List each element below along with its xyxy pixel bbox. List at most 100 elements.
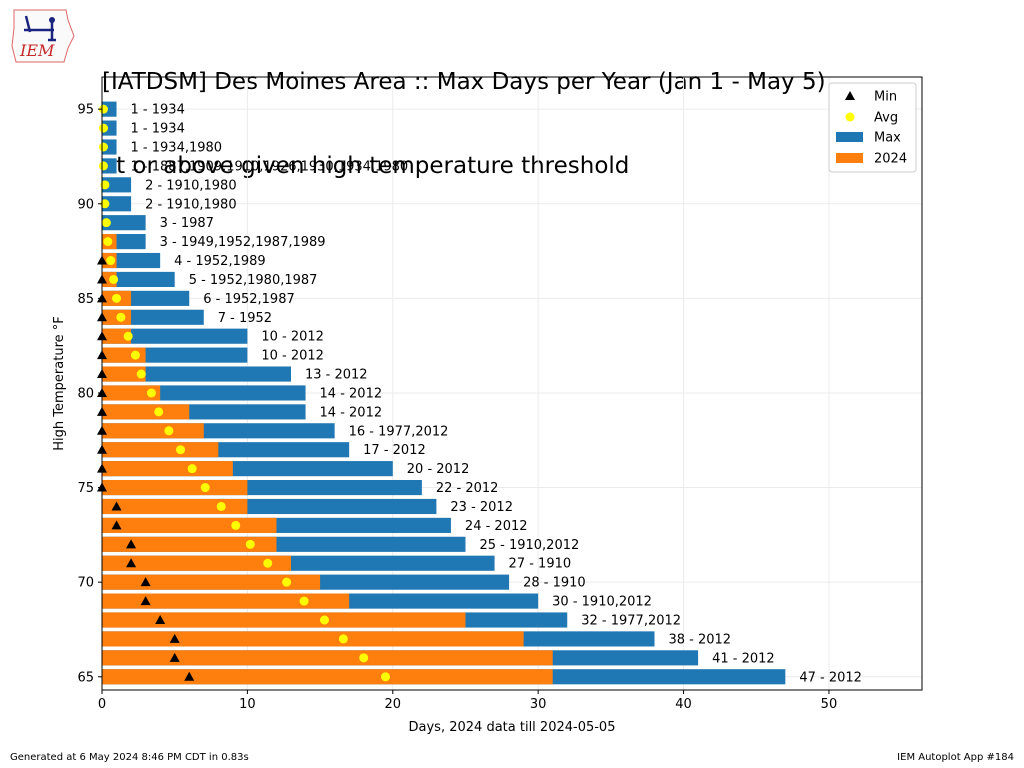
weather-station-icon (24, 15, 56, 42)
min-marker (169, 633, 180, 643)
avg-marker (106, 256, 116, 266)
y-tick-label: 90 (77, 197, 94, 212)
avg-marker (98, 161, 108, 171)
legend-label: 2024 (874, 152, 907, 167)
bar-label: 5 - 1952,1980,1987 (189, 273, 318, 288)
avg-marker (123, 331, 133, 341)
legend-min-marker (845, 91, 855, 100)
avg-marker (136, 369, 146, 379)
bar-label: 14 - 2012 (320, 386, 383, 401)
bar-label: 41 - 2012 (712, 651, 775, 666)
legend-2024-swatch (836, 153, 863, 163)
footer-generated: Generated at 6 May 2024 8:46 PM CDT in 0… (10, 752, 249, 763)
avg-marker (98, 104, 108, 114)
avg-marker (154, 407, 164, 417)
bar-2024 (102, 593, 350, 609)
bar-label: 2 - 1910,1980 (145, 178, 237, 193)
bar-2024 (102, 404, 190, 420)
iem-logo: IEM (11, 9, 75, 63)
avg-marker (187, 464, 197, 474)
bar-2024 (102, 385, 161, 401)
avg-marker (164, 426, 174, 436)
legend-label: Avg (874, 111, 898, 126)
legend-box (828, 82, 917, 173)
min-marker (140, 577, 151, 587)
bar-label: 16 - 1977,2012 (349, 424, 449, 439)
bar-label: 1 - 1934,1980 (131, 141, 223, 156)
min-marker (126, 539, 137, 549)
bar-label: 13 - 2012 (305, 368, 368, 383)
bar-label: 32 - 1977,2012 (581, 613, 681, 628)
avg-marker (146, 388, 156, 398)
y-tick-label: 65 (77, 670, 94, 685)
bar-label: 20 - 2012 (407, 462, 470, 477)
bar-max (102, 215, 146, 231)
min-marker (126, 558, 137, 568)
avg-marker (176, 445, 186, 455)
bar-2024 (102, 366, 146, 382)
y-tick-label: 75 (77, 481, 94, 496)
y-tick-label: 85 (77, 292, 94, 307)
bar-2024 (102, 479, 248, 496)
avg-marker (100, 180, 110, 190)
bar-2024 (102, 423, 204, 439)
plot-frame (101, 76, 923, 691)
avg-marker (245, 539, 255, 549)
avg-marker (216, 501, 226, 511)
chart-title: [IATDSM] Des Moines Area :: Max Days per… (102, 12, 1002, 208)
avg-marker (338, 634, 348, 644)
bar-2024 (102, 612, 466, 628)
bar-label: 24 - 2012 (465, 519, 528, 534)
avg-marker (109, 274, 119, 284)
x-tick-label: 30 (530, 697, 547, 712)
bar-label: 27 - 1910 (509, 557, 572, 572)
legend-avg-marker (845, 112, 855, 122)
bar-label: 28 - 1910 (523, 576, 586, 591)
logo-text: IEM (19, 41, 55, 60)
bar-2024 (102, 555, 292, 571)
avg-marker (359, 653, 369, 663)
bar-label: 7 - 1952 (218, 311, 272, 326)
bar-label: 3 - 1987 (160, 216, 214, 231)
avg-marker (130, 350, 140, 360)
footer-app: IEM Autoplot App #184 (897, 752, 1014, 763)
bar-label: 17 - 2012 (363, 443, 426, 458)
bar-label: 14 - 2012 (320, 405, 383, 420)
bar-max (102, 328, 248, 344)
bar-label: 1 - 1934 (131, 103, 185, 118)
bar-2024 (102, 498, 248, 515)
x-tick-label: 40 (675, 697, 692, 712)
y-tick-label: 80 (77, 386, 94, 401)
bar-label: 22 - 2012 (436, 481, 499, 496)
bar-2024 (102, 631, 524, 647)
bar-label: 38 - 2012 (668, 632, 731, 647)
min-marker (184, 671, 195, 681)
bar-2024 (102, 461, 233, 477)
bar-2024 (102, 536, 277, 552)
bar-label: 1 - 1887,1909,1910,1926,1930,1934,1980 (131, 159, 409, 174)
avg-marker (263, 558, 273, 568)
min-marker (155, 614, 166, 624)
x-tick-label: 20 (385, 697, 402, 712)
bar-2024 (102, 669, 553, 685)
min-marker (111, 501, 122, 511)
y-tick-label: 95 (77, 103, 94, 118)
avg-marker (112, 293, 122, 303)
legend-label: Min (874, 90, 897, 105)
bar-2024 (102, 650, 553, 666)
y-tick-label: 70 (77, 576, 94, 591)
bar-2024 (102, 442, 219, 458)
chart-title-line2: at or above given high temperature thres… (102, 153, 630, 179)
min-marker (111, 520, 122, 530)
avg-marker (299, 596, 309, 606)
bar-label: 10 - 2012 (261, 349, 324, 364)
bar-label: 3 - 1949,1952,1987,1989 (160, 235, 326, 250)
avg-marker (101, 218, 111, 228)
avg-marker (116, 312, 126, 322)
bar-label: 25 - 1910,2012 (479, 538, 579, 553)
y-axis-label: High Temperature °F (52, 316, 67, 450)
bar-label: 2 - 1910,1980 (145, 197, 237, 212)
avg-marker (98, 123, 108, 133)
x-tick-label: 10 (239, 697, 256, 712)
bar-label: 47 - 2012 (799, 670, 862, 685)
